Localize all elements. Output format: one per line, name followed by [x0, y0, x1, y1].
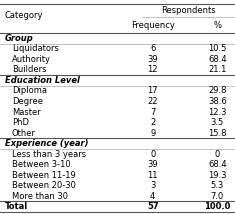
- Text: 57: 57: [147, 202, 159, 211]
- Text: 7.0: 7.0: [211, 192, 224, 201]
- Text: Degree: Degree: [12, 97, 43, 106]
- Text: 21.1: 21.1: [208, 65, 227, 74]
- Text: Diploma: Diploma: [12, 86, 47, 95]
- Text: PhD: PhD: [12, 118, 29, 127]
- Text: Total: Total: [5, 202, 28, 211]
- Text: 6: 6: [150, 45, 155, 54]
- Text: 0: 0: [215, 150, 220, 159]
- Text: Between 3-10: Between 3-10: [12, 160, 70, 169]
- Text: 68.4: 68.4: [208, 160, 227, 169]
- Text: 39: 39: [147, 55, 158, 64]
- Text: Builders: Builders: [12, 65, 46, 74]
- Text: Master: Master: [12, 107, 40, 116]
- Text: 17: 17: [147, 86, 158, 95]
- Text: 0: 0: [150, 150, 155, 159]
- Text: 10.5: 10.5: [208, 45, 227, 54]
- Text: Respondents: Respondents: [161, 6, 216, 15]
- Text: 38.6: 38.6: [208, 97, 227, 106]
- Text: 3.5: 3.5: [211, 118, 224, 127]
- Text: 68.4: 68.4: [208, 55, 227, 64]
- Text: Authority: Authority: [12, 55, 51, 64]
- Text: 19.3: 19.3: [208, 171, 227, 180]
- Text: 11: 11: [148, 171, 158, 180]
- Text: Frequency: Frequency: [131, 21, 175, 30]
- Text: Less than 3 years: Less than 3 years: [12, 150, 86, 159]
- Text: Other: Other: [12, 129, 36, 138]
- Text: 12.3: 12.3: [208, 107, 227, 116]
- Text: 100.0: 100.0: [204, 202, 231, 211]
- Text: 4: 4: [150, 192, 155, 201]
- Text: Between 20-30: Between 20-30: [12, 181, 76, 190]
- Text: 7: 7: [150, 107, 155, 116]
- Text: 5.3: 5.3: [211, 181, 224, 190]
- Text: Experience (year): Experience (year): [5, 139, 88, 148]
- Text: 15.8: 15.8: [208, 129, 227, 138]
- Text: Category: Category: [5, 11, 43, 20]
- Text: 12: 12: [148, 65, 158, 74]
- Text: 39: 39: [147, 160, 158, 169]
- Text: 3: 3: [150, 181, 155, 190]
- Text: Education Level: Education Level: [5, 76, 80, 85]
- Text: 9: 9: [150, 129, 155, 138]
- Text: Group: Group: [5, 34, 33, 43]
- Text: 22: 22: [148, 97, 158, 106]
- Text: 29.8: 29.8: [208, 86, 227, 95]
- Text: 2: 2: [150, 118, 155, 127]
- Text: %: %: [213, 21, 221, 30]
- Text: More than 30: More than 30: [12, 192, 68, 201]
- Text: Liquidators: Liquidators: [12, 45, 59, 54]
- Text: Between 11-19: Between 11-19: [12, 171, 75, 180]
